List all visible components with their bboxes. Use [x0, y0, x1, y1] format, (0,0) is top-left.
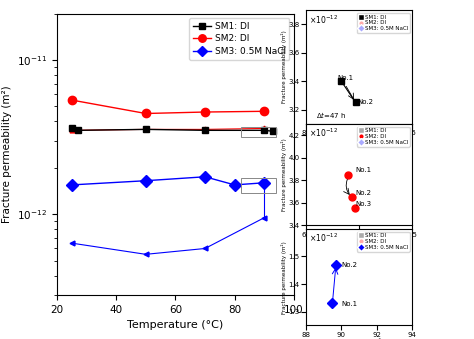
Text: No.1: No.1: [341, 301, 357, 307]
Bar: [241, 178, 276, 193]
SM3: 0.5M NaCl: (25, 1.55e-12): 0.5M NaCl: (25, 1.55e-12): [69, 183, 74, 187]
Y-axis label: Fracture permeability (m²): Fracture permeability (m²): [1, 85, 11, 223]
Text: $\times10^{-12}$: $\times10^{-12}$: [309, 127, 338, 139]
Legend: SM1: DI, SM2: DI, SM3: 0.5M NaCl: SM1: DI, SM2: DI, SM3: 0.5M NaCl: [357, 126, 410, 146]
Line: SM1: DI: SM1: DI: [69, 125, 276, 135]
SM1: DI: (70, 3.5e-12): DI: (70, 3.5e-12): [202, 128, 208, 132]
Legend: SM1: DI, SM2: DI, SM3: 0.5M NaCl: SM1: DI, SM2: DI, SM3: 0.5M NaCl: [189, 18, 289, 60]
SM2: DI: (25, 5.5e-12): DI: (25, 5.5e-12): [69, 98, 74, 102]
Y-axis label: Fracture permeability (m²): Fracture permeability (m²): [281, 138, 287, 211]
Text: No.2: No.2: [341, 262, 357, 268]
X-axis label: Temperature (°C): Temperature (°C): [329, 137, 389, 145]
Text: No.3: No.3: [356, 201, 372, 207]
SM1: DI: (50, 3.55e-12): DI: (50, 3.55e-12): [143, 127, 149, 132]
Text: No.1: No.1: [356, 167, 372, 173]
SM1: DI: (90, 3.5e-12): DI: (90, 3.5e-12): [262, 128, 267, 132]
Legend: SM1: DI, SM2: DI, SM3: 0.5M NaCl: SM1: DI, SM2: DI, SM3: 0.5M NaCl: [357, 13, 410, 33]
Text: No.2: No.2: [357, 99, 373, 105]
SM2: DI: (90, 4.65e-12): DI: (90, 4.65e-12): [262, 109, 267, 113]
SM2: DI: (50, 4.5e-12): DI: (50, 4.5e-12): [143, 112, 149, 116]
X-axis label: Temperature (°C): Temperature (°C): [329, 239, 389, 246]
SM3: 0.5M NaCl: (90, 1.6e-12): 0.5M NaCl: (90, 1.6e-12): [262, 181, 267, 185]
SM1: DI: (25, 3.6e-12): DI: (25, 3.6e-12): [69, 126, 74, 131]
Y-axis label: Fracture permeability (m²): Fracture permeability (m²): [281, 241, 287, 314]
Text: $\Delta t$=47 h: $\Delta t$=47 h: [317, 110, 347, 120]
SM1: DI: (27, 3.5e-12): DI: (27, 3.5e-12): [75, 128, 81, 132]
Text: No.1: No.1: [337, 75, 354, 81]
Text: $\times10^{-12}$: $\times10^{-12}$: [309, 14, 338, 26]
Legend: SM1: DI, SM2: DI, SM3: 0.5M NaCl: SM1: DI, SM2: DI, SM3: 0.5M NaCl: [357, 232, 410, 252]
Text: No.2: No.2: [356, 190, 372, 196]
SM3: 0.5M NaCl: (70, 1.75e-12): 0.5M NaCl: (70, 1.75e-12): [202, 175, 208, 179]
Line: SM3: 0.5M NaCl: SM3: 0.5M NaCl: [67, 173, 268, 189]
SM3: 0.5M NaCl: (50, 1.65e-12): 0.5M NaCl: (50, 1.65e-12): [143, 179, 149, 183]
Line: SM2: DI: SM2: DI: [67, 96, 268, 118]
SM1: DI: (93, 3.45e-12): DI: (93, 3.45e-12): [270, 129, 276, 133]
Y-axis label: Fracture permeability (m²): Fracture permeability (m²): [281, 31, 287, 103]
Bar: [241, 126, 276, 137]
SM3: 0.5M NaCl: (80, 1.55e-12): 0.5M NaCl: (80, 1.55e-12): [232, 183, 237, 187]
SM2: DI: (70, 4.6e-12): DI: (70, 4.6e-12): [202, 110, 208, 114]
Text: $\times10^{-12}$: $\times10^{-12}$: [309, 232, 338, 244]
X-axis label: Temperature (°C): Temperature (°C): [127, 320, 224, 330]
